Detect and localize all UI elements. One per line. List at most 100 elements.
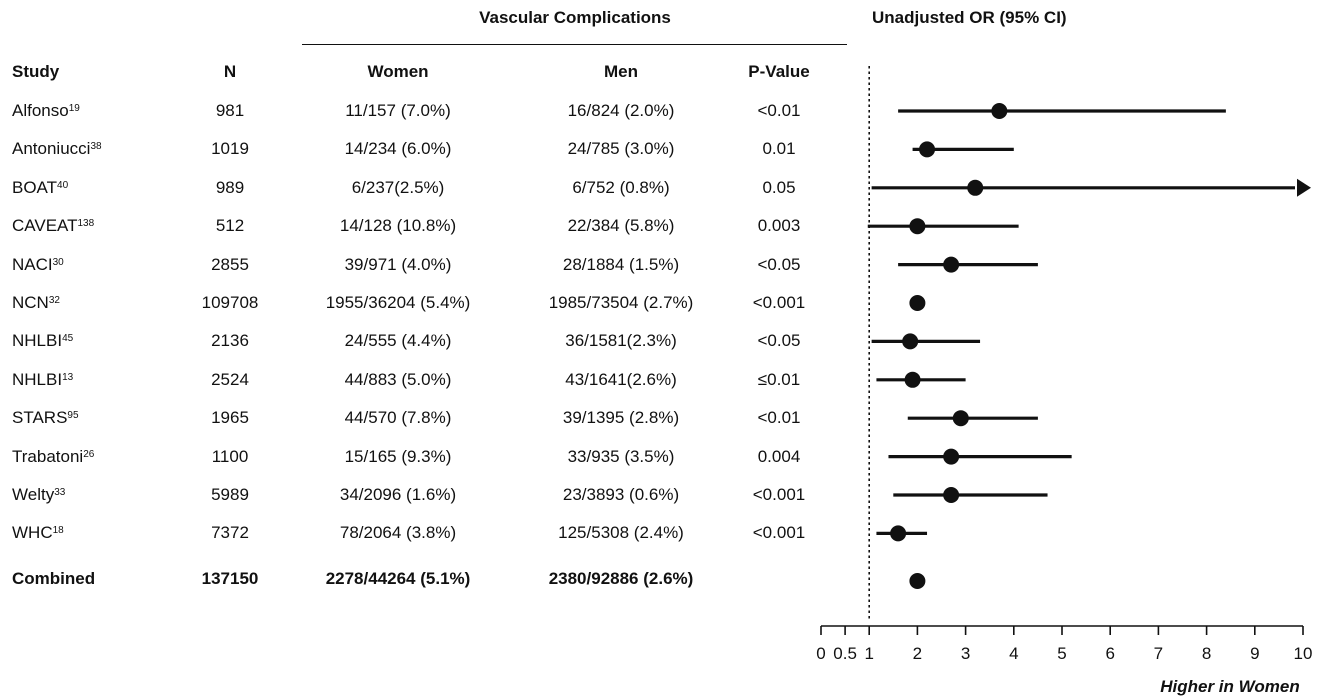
point-estimate [943,448,960,465]
combined-n: 137150 [201,569,259,588]
study-label: NACI [12,255,53,274]
women-value: 6/237(2.5%) [351,178,445,197]
reference-number: 13 [62,372,74,383]
men-value: 125/5308 (2.4%) [558,523,684,542]
point-estimate [967,179,984,196]
study-label: Trabatoni [12,447,84,466]
x-tick-label: 7 [1154,644,1163,663]
men-value: 22/384 (5.8%) [567,216,675,235]
women-value: 11/157 (7.0%) [345,101,451,120]
x-tick-label: 3 [961,644,970,663]
column-header-pvalue: P-Value [748,62,810,81]
point-estimate [943,256,960,273]
study-label: CAVEAT [12,216,78,235]
point-estimate [909,218,926,235]
reference-number: 30 [52,257,64,268]
p-value: 0.004 [757,447,801,466]
point-estimate [952,410,969,427]
study-label: WHC [12,523,53,542]
point-estimate [991,103,1008,119]
combined-women: 2278/44264 (5.1%) [325,569,471,588]
n-value: 1965 [211,408,249,427]
men-value: 24/785 (3.0%) [567,139,675,158]
p-value: <0.001 [752,523,806,542]
study-name: BOAT40 [12,178,68,198]
women-value: 14/128 (10.8%) [339,216,457,235]
women-value: 14/234 (6.0%) [344,139,452,158]
x-tick-label: 1 [864,644,873,663]
reference-number: 45 [62,333,74,344]
point-estimate [943,487,960,503]
p-value: 0.01 [762,139,796,158]
study-name: CAVEAT138 [12,216,94,236]
n-value: 2524 [211,370,249,389]
study-label: BOAT [12,178,58,197]
men-value: 23/3893 (0.6%) [562,485,680,504]
column-header-women: Women [367,62,429,81]
study-name: WHC18 [12,523,64,543]
column-header-study: Study [12,62,60,81]
men-value: 6/752 (0.8%) [572,178,670,197]
reference-number: 26 [83,449,95,460]
reference-number: 38 [90,141,102,152]
study-name: NCN32 [12,293,60,313]
x-tick-label: 4 [1009,644,1018,663]
point-estimate [909,573,926,589]
women-value: 34/2096 (1.6%) [339,485,457,504]
study-label: Welty [12,485,55,504]
p-value: ≤0.01 [757,370,801,389]
p-value: <0.01 [757,408,801,427]
reference-number: 95 [67,410,79,421]
study-name: NHLBI13 [12,370,73,390]
x-tick-label: 6 [1105,644,1114,663]
men-value: 43/1641(2.6%) [565,370,677,389]
n-value: 981 [215,101,245,120]
men-value: 16/824 (2.0%) [567,101,675,120]
men-value: 1985/73504 (2.7%) [548,293,694,312]
men-value: 33/935 (3.5%) [567,447,675,466]
group-header: Vascular Complications [479,8,671,27]
study-label: NHLBI [12,331,63,350]
n-value: 1100 [211,447,249,466]
x-tick-label: 8 [1202,644,1211,663]
reference-number: 138 [77,218,95,229]
study-name: Welty33 [12,485,65,505]
point-estimate [890,525,907,542]
men-value: 39/1395 (2.8%) [562,408,680,427]
column-header-n: N [223,62,237,81]
p-value: <0.001 [752,485,806,504]
n-value: 1019 [211,139,249,158]
x-tick-label: 10 [1294,644,1313,663]
women-value: 1955/36204 (5.4%) [325,293,471,312]
n-value: 989 [215,178,245,197]
combined-study: Combined [12,569,96,588]
study-label: Antoniucci [12,139,91,158]
women-value: 44/570 (7.8%) [344,408,452,427]
combined-men: 2380/92886 (2.6%) [548,569,694,588]
group-header-underline [302,44,847,45]
study-name: Trabatoni26 [12,447,94,467]
p-value: <0.05 [757,255,801,274]
p-value: <0.001 [752,293,806,312]
n-value: 5989 [211,485,249,504]
study-name: Alfonso19 [12,101,80,121]
n-value: 109708 [201,293,259,312]
n-value: 2136 [211,331,249,350]
ci-arrow [1297,178,1311,197]
forest-title: Unadjusted OR (95% CI) [872,8,1067,27]
n-value: 512 [215,216,245,235]
x-axis-label: Higher in Women [1160,677,1299,696]
reference-number: 18 [52,525,64,536]
women-value: 24/555 (4.4%) [344,331,452,350]
p-value: 0.003 [757,216,801,235]
reference-number: 32 [48,295,60,306]
study-label: Alfonso [12,101,69,120]
study-name: Antoniucci38 [12,139,102,159]
x-tick-label: 0 [816,644,825,663]
women-value: 44/883 (5.0%) [344,370,452,389]
point-estimate [909,295,926,311]
column-header-men: Men [604,62,638,81]
n-value: 2855 [211,255,249,274]
p-value: <0.01 [757,101,801,120]
point-estimate [919,141,936,158]
